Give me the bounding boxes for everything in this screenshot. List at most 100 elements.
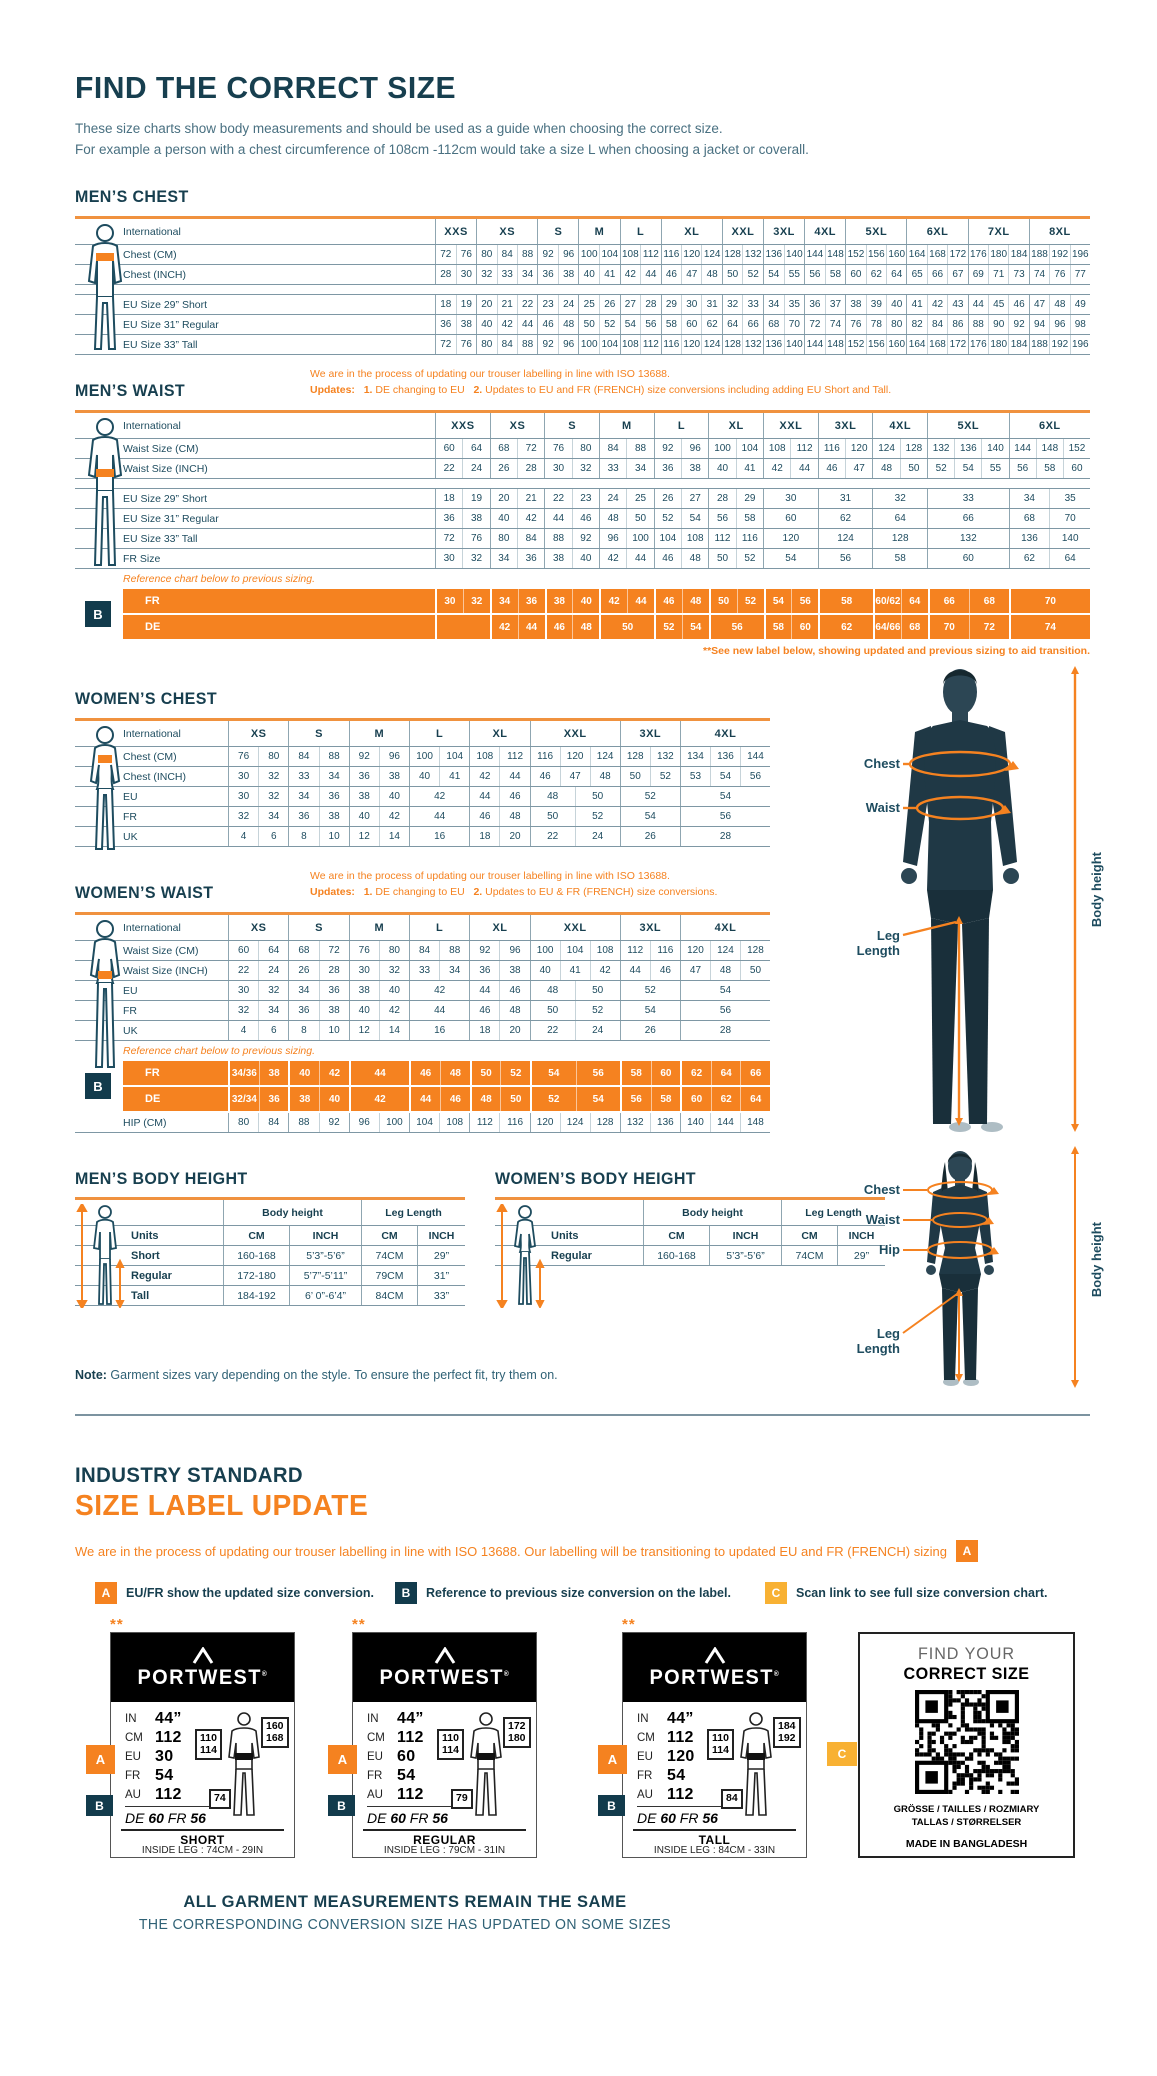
size-value: 22 bbox=[547, 1025, 559, 1036]
size-value: 120 bbox=[845, 439, 872, 458]
size-value: 100 bbox=[378, 1113, 409, 1132]
size-cell: 26 28 bbox=[288, 961, 348, 980]
size-value: 86 bbox=[947, 315, 967, 334]
size-cell: 44 bbox=[408, 807, 469, 826]
size-value: 96 bbox=[1049, 315, 1069, 334]
size-value: 50 bbox=[727, 269, 739, 280]
female-waist-figure-icon bbox=[89, 920, 121, 1068]
size-cell: 58 60 bbox=[763, 615, 819, 639]
size-value: 176 bbox=[969, 339, 987, 350]
size-value: 88 bbox=[972, 319, 984, 330]
size-value: 108 bbox=[681, 529, 708, 548]
size-value: 38 bbox=[462, 509, 489, 528]
size-cell: 32 33 34 bbox=[476, 265, 537, 284]
size-value: 44 bbox=[627, 589, 654, 613]
size-value: 180 bbox=[988, 335, 1008, 354]
size-value: 69 bbox=[972, 269, 984, 280]
table-row: Tall 184-192 6’ 0”-6’4” 84CM 33” bbox=[75, 1286, 465, 1306]
size-value: 50 bbox=[622, 621, 634, 633]
size-cell: 80 84 88 bbox=[476, 245, 537, 264]
size-value: 52 bbox=[644, 791, 656, 802]
female-hip-label: Hip bbox=[879, 1242, 900, 1257]
size-value: 18 bbox=[479, 1025, 491, 1036]
size-cell: 52 bbox=[619, 981, 680, 1000]
size-value: 56 bbox=[809, 269, 821, 280]
size-cell: 18 19 bbox=[435, 295, 476, 314]
units-row: Units CM INCH CM INCH bbox=[495, 1226, 885, 1246]
size-value: 40 bbox=[319, 1087, 349, 1111]
size-value: 54 bbox=[772, 595, 784, 607]
size-value: 42 bbox=[926, 295, 947, 314]
size-cell: M bbox=[599, 413, 654, 438]
size-value: 73 bbox=[1008, 265, 1028, 284]
size-value: 16 bbox=[434, 1025, 446, 1036]
field-key: IN bbox=[637, 1712, 649, 1725]
size-cell: 108 112 bbox=[469, 747, 529, 766]
size-value: 92 bbox=[542, 339, 554, 350]
size-value: 22 bbox=[516, 295, 537, 314]
size-value: 62 bbox=[1023, 553, 1035, 564]
value-cell: 160-168 bbox=[223, 1246, 289, 1265]
size-cell: 46 48 bbox=[409, 1061, 469, 1085]
inside-leg-text: INSIDE LEG : 74CM - 29IN bbox=[141, 1845, 264, 1856]
size-value: 60 bbox=[681, 315, 701, 334]
size-value: 84 bbox=[607, 443, 619, 454]
size-value: 38 bbox=[299, 1093, 311, 1105]
size-value: 148 bbox=[824, 335, 846, 354]
badge-b-icon: B bbox=[598, 1795, 625, 1816]
size-value: 44 bbox=[790, 459, 817, 478]
size-value: 42 bbox=[517, 509, 544, 528]
size-value: 40 bbox=[358, 1005, 370, 1016]
size-fields: IN 44” CM 112 EU 120 FR 54 AU 112 bbox=[637, 1709, 695, 1804]
size-value: 140 bbox=[783, 335, 805, 354]
size-value: 34/36 bbox=[231, 1067, 257, 1079]
size-value: 136 bbox=[709, 747, 740, 766]
size-cell: 56 bbox=[679, 807, 770, 826]
legend-c: C Scan link to see full size conversion … bbox=[765, 1582, 1047, 1604]
size-cell: 36 38 bbox=[288, 1001, 348, 1020]
size-field-row: IN 44” bbox=[367, 1709, 424, 1728]
qr-code[interactable] bbox=[914, 1690, 1019, 1794]
size-value: 44 bbox=[516, 315, 537, 334]
field-key: AU bbox=[125, 1788, 141, 1801]
size-cell: 56 bbox=[708, 615, 764, 639]
female-measurement-figure: Chest Waist Hip Leg Length Body height bbox=[845, 1144, 1157, 1390]
size-value: 76 bbox=[850, 319, 862, 330]
size-value: 94 bbox=[1033, 319, 1046, 330]
size-value: 90 bbox=[988, 315, 1008, 334]
size-value: 52 bbox=[548, 1093, 560, 1105]
size-value: 116 bbox=[823, 443, 840, 454]
size-value: 84 bbox=[419, 945, 431, 956]
size-cell: 60 62 64 bbox=[680, 1087, 770, 1111]
womens-waist-heading: WOMEN’S WAIST bbox=[75, 884, 214, 902]
size-value: 184 bbox=[1008, 335, 1028, 354]
size-cell: 128 132 bbox=[721, 335, 763, 354]
size-value: 48 bbox=[607, 513, 619, 524]
unit-cell: INCH bbox=[709, 1226, 781, 1245]
size-value: 42 bbox=[319, 1061, 349, 1085]
height-callout-box: 160 168 bbox=[261, 1717, 289, 1748]
registered-mark: ® bbox=[503, 1671, 510, 1678]
size-value: 50 bbox=[574, 981, 620, 1000]
size-value: 28 bbox=[640, 295, 661, 314]
size-value: 41 bbox=[439, 767, 469, 786]
size-value: 28 bbox=[440, 269, 452, 280]
size-value: 84 bbox=[496, 245, 517, 264]
size-fields: IN 44” CM 112 EU 60 FR 54 AU 112 bbox=[367, 1709, 424, 1804]
size-value: 124 bbox=[878, 443, 895, 454]
size-value: 184 bbox=[1008, 245, 1028, 264]
size-value: 124 bbox=[701, 335, 721, 354]
size-value: 48 bbox=[701, 265, 721, 284]
size-cell: 34/36 38 bbox=[228, 1061, 288, 1085]
size-value: 48 bbox=[499, 807, 529, 826]
size-cell: 100 104 bbox=[578, 335, 619, 354]
size-value: 50 bbox=[547, 1005, 559, 1016]
size-cell: 76 80 bbox=[228, 747, 288, 766]
size-value: 46 bbox=[826, 463, 838, 474]
size-value: 44 bbox=[626, 549, 653, 568]
field-key: CM bbox=[367, 1731, 385, 1744]
size-cell: 92 96 bbox=[537, 335, 578, 354]
size-value: 18 bbox=[440, 299, 452, 310]
size-cell: 65 66 67 bbox=[906, 265, 967, 284]
